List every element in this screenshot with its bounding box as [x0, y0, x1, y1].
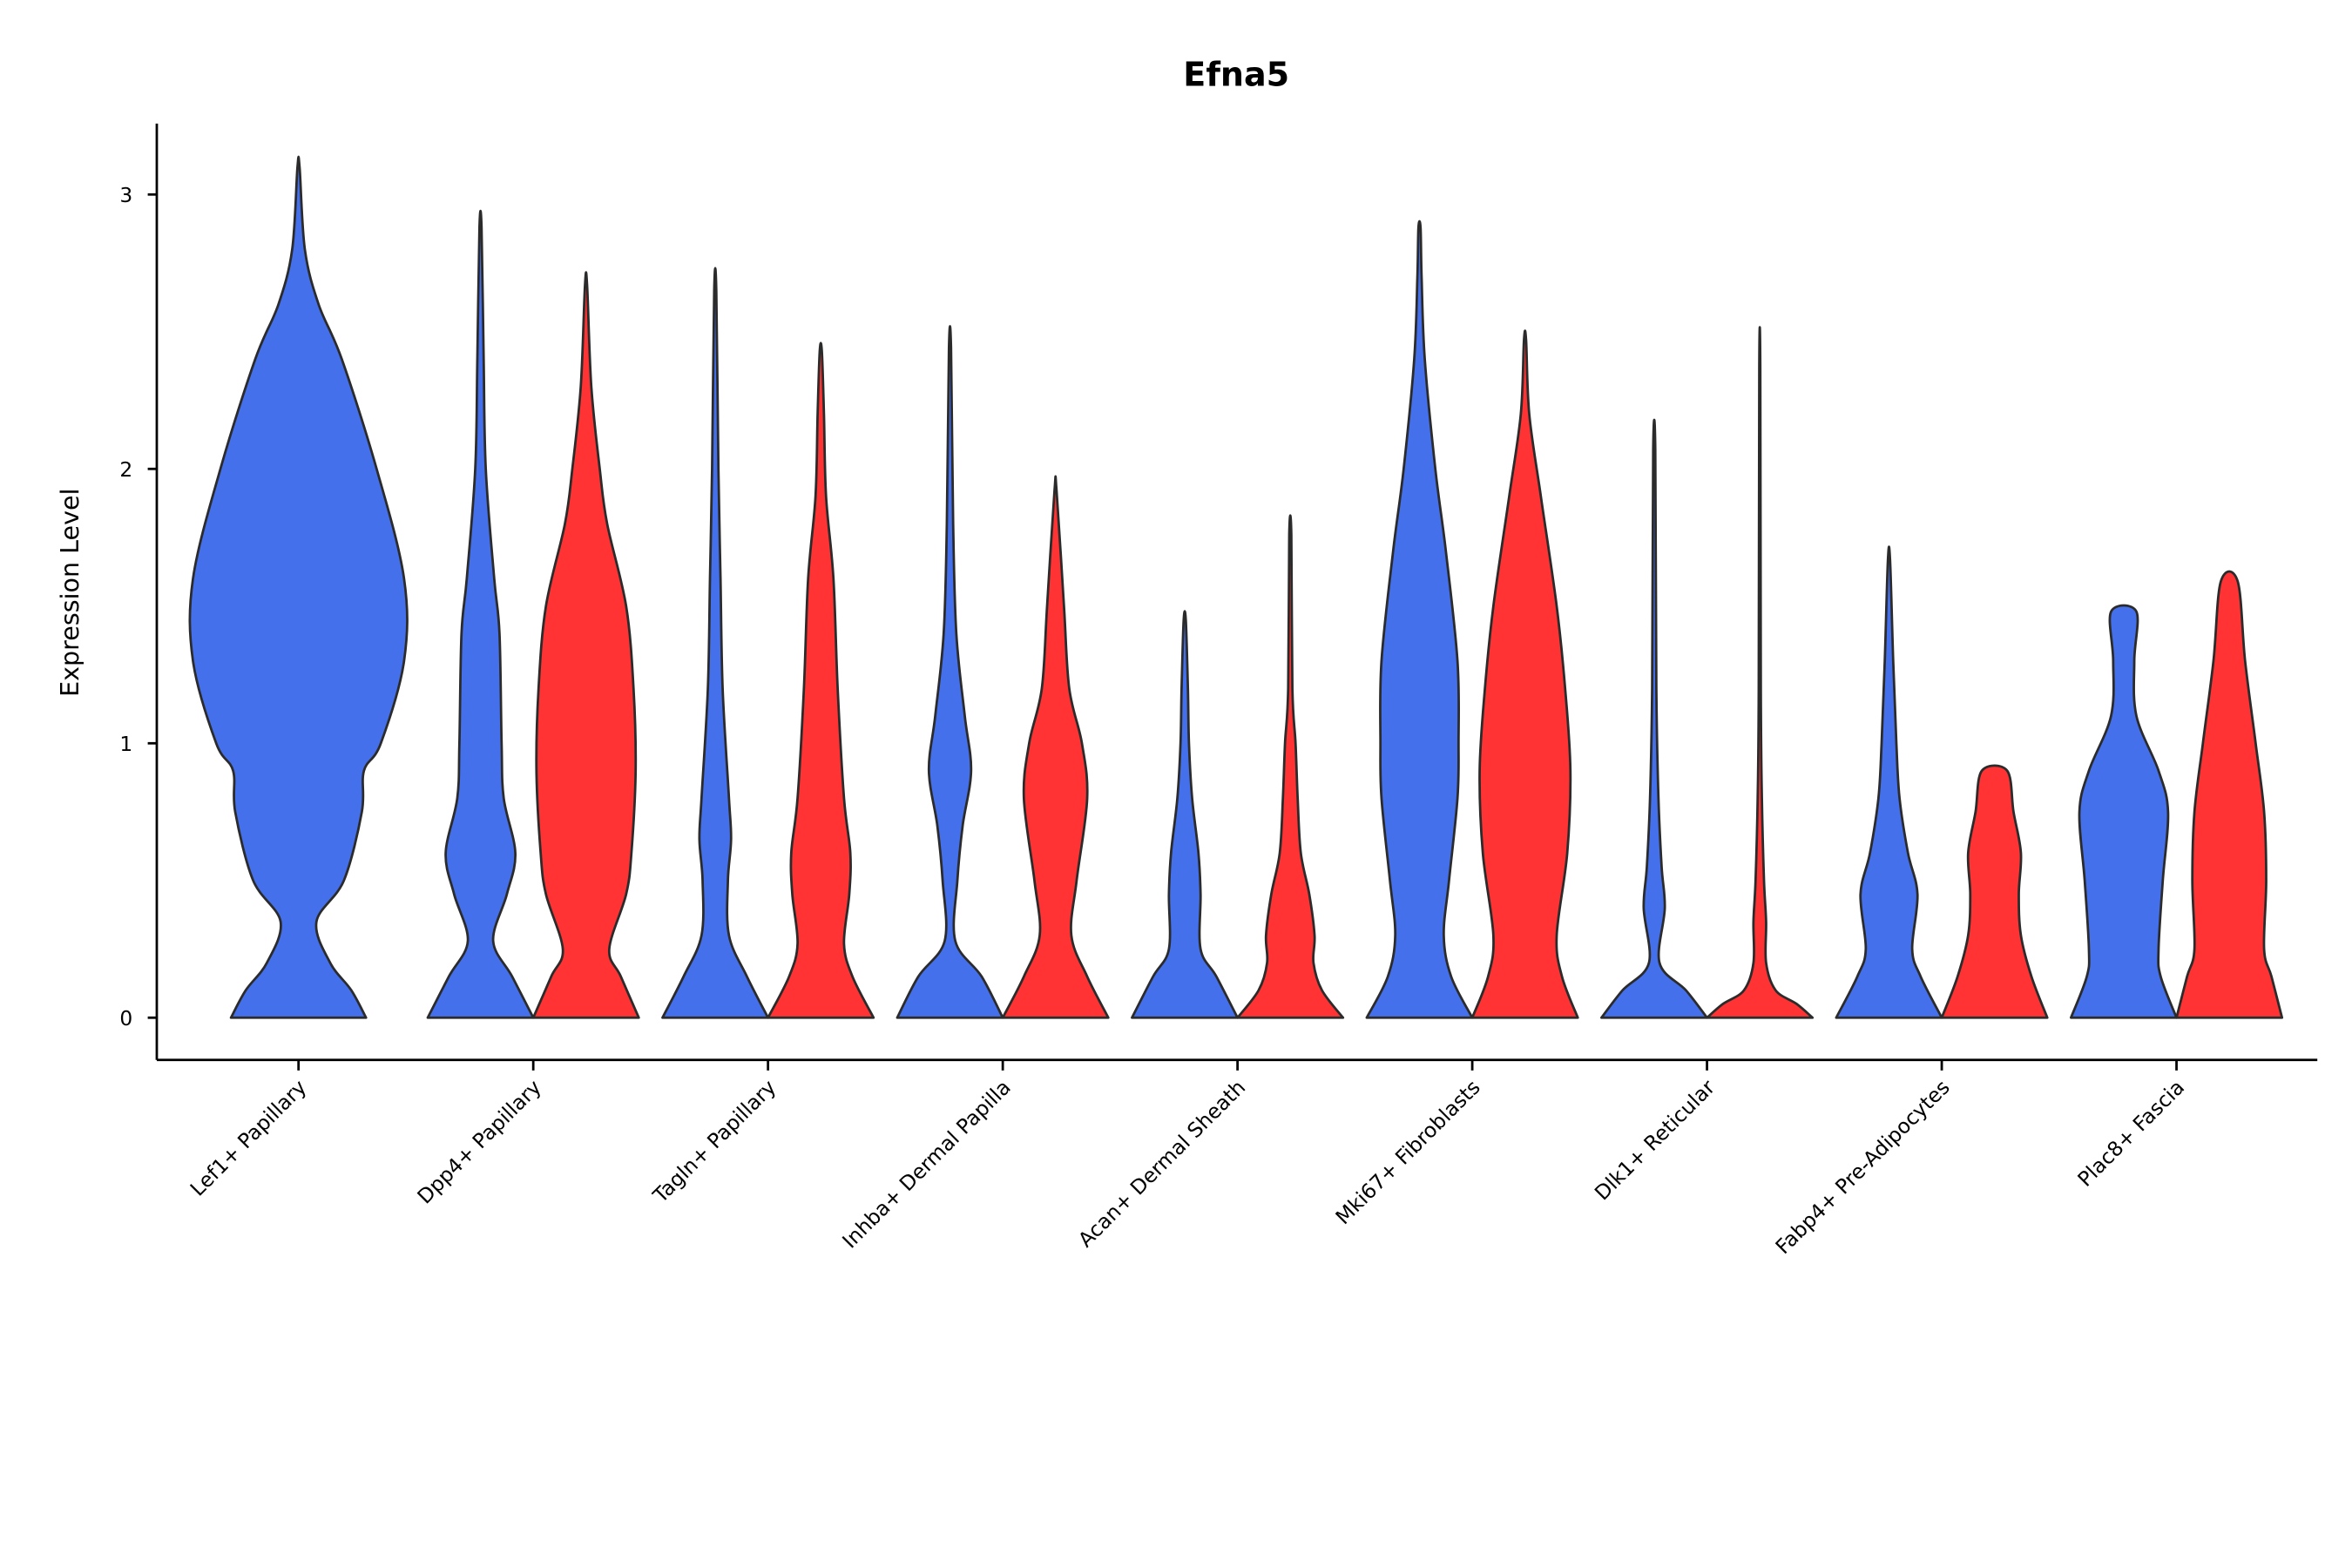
violin-blue-3	[896, 325, 1004, 1019]
violin-blue-6	[1600, 418, 1708, 1019]
violin-red-4	[1236, 514, 1345, 1019]
violins-layer	[188, 155, 2284, 1019]
violin-red-1	[531, 271, 640, 1019]
violin-red-6	[1706, 326, 1815, 1019]
violin-blue-4	[1131, 610, 1239, 1019]
violin-blue-0	[188, 155, 409, 1019]
x-tick-label: Dlk1+ Reticular	[1590, 1075, 1720, 1206]
y-axis-label: Expression Level	[55, 488, 84, 696]
violin-red-5	[1470, 329, 1579, 1019]
x-tick-label: Plac8+ Fascia	[2073, 1075, 2190, 1192]
violin-red-8	[2175, 570, 2284, 1019]
y-ticks: 0 1 2 3	[119, 183, 157, 1031]
violin-blue-2	[661, 267, 770, 1019]
x-tick-label: Fabp4+ Pre-Adipocytes	[1771, 1075, 1955, 1259]
x-tick-label: Tagln+ Papillary	[647, 1075, 781, 1208]
x-tick-label: Mki67+ Fibroblasts	[1331, 1075, 1485, 1229]
y-tick-label: 0	[119, 1006, 132, 1031]
y-tick-label: 3	[119, 183, 132, 207]
chart-title: Efna5	[1183, 56, 1289, 94]
violin-red-3	[1001, 475, 1110, 1019]
violin-blue-8	[2070, 604, 2178, 1019]
x-tick-label: Acan+ Dermal Sheath	[1073, 1075, 1250, 1252]
x-ticks: Lef1+ Papillary Dpp4+ Papillary Tagln+ Pap…	[186, 1059, 2190, 1259]
violin-blue-5	[1365, 220, 1474, 1019]
x-tick-label: Dpp4+ Papillary	[412, 1075, 545, 1208]
violin-blue-7	[1835, 545, 1943, 1019]
y-tick-label: 1	[119, 732, 132, 756]
violin-red-2	[767, 341, 875, 1019]
violin-blue-1	[426, 209, 535, 1019]
violin-red-7	[1940, 764, 2049, 1019]
x-tick-label: Lef1+ Papillary	[186, 1075, 312, 1201]
x-tick-label: Inhba+ Dermal Papilla	[837, 1075, 1015, 1253]
y-tick-label: 2	[119, 457, 132, 482]
